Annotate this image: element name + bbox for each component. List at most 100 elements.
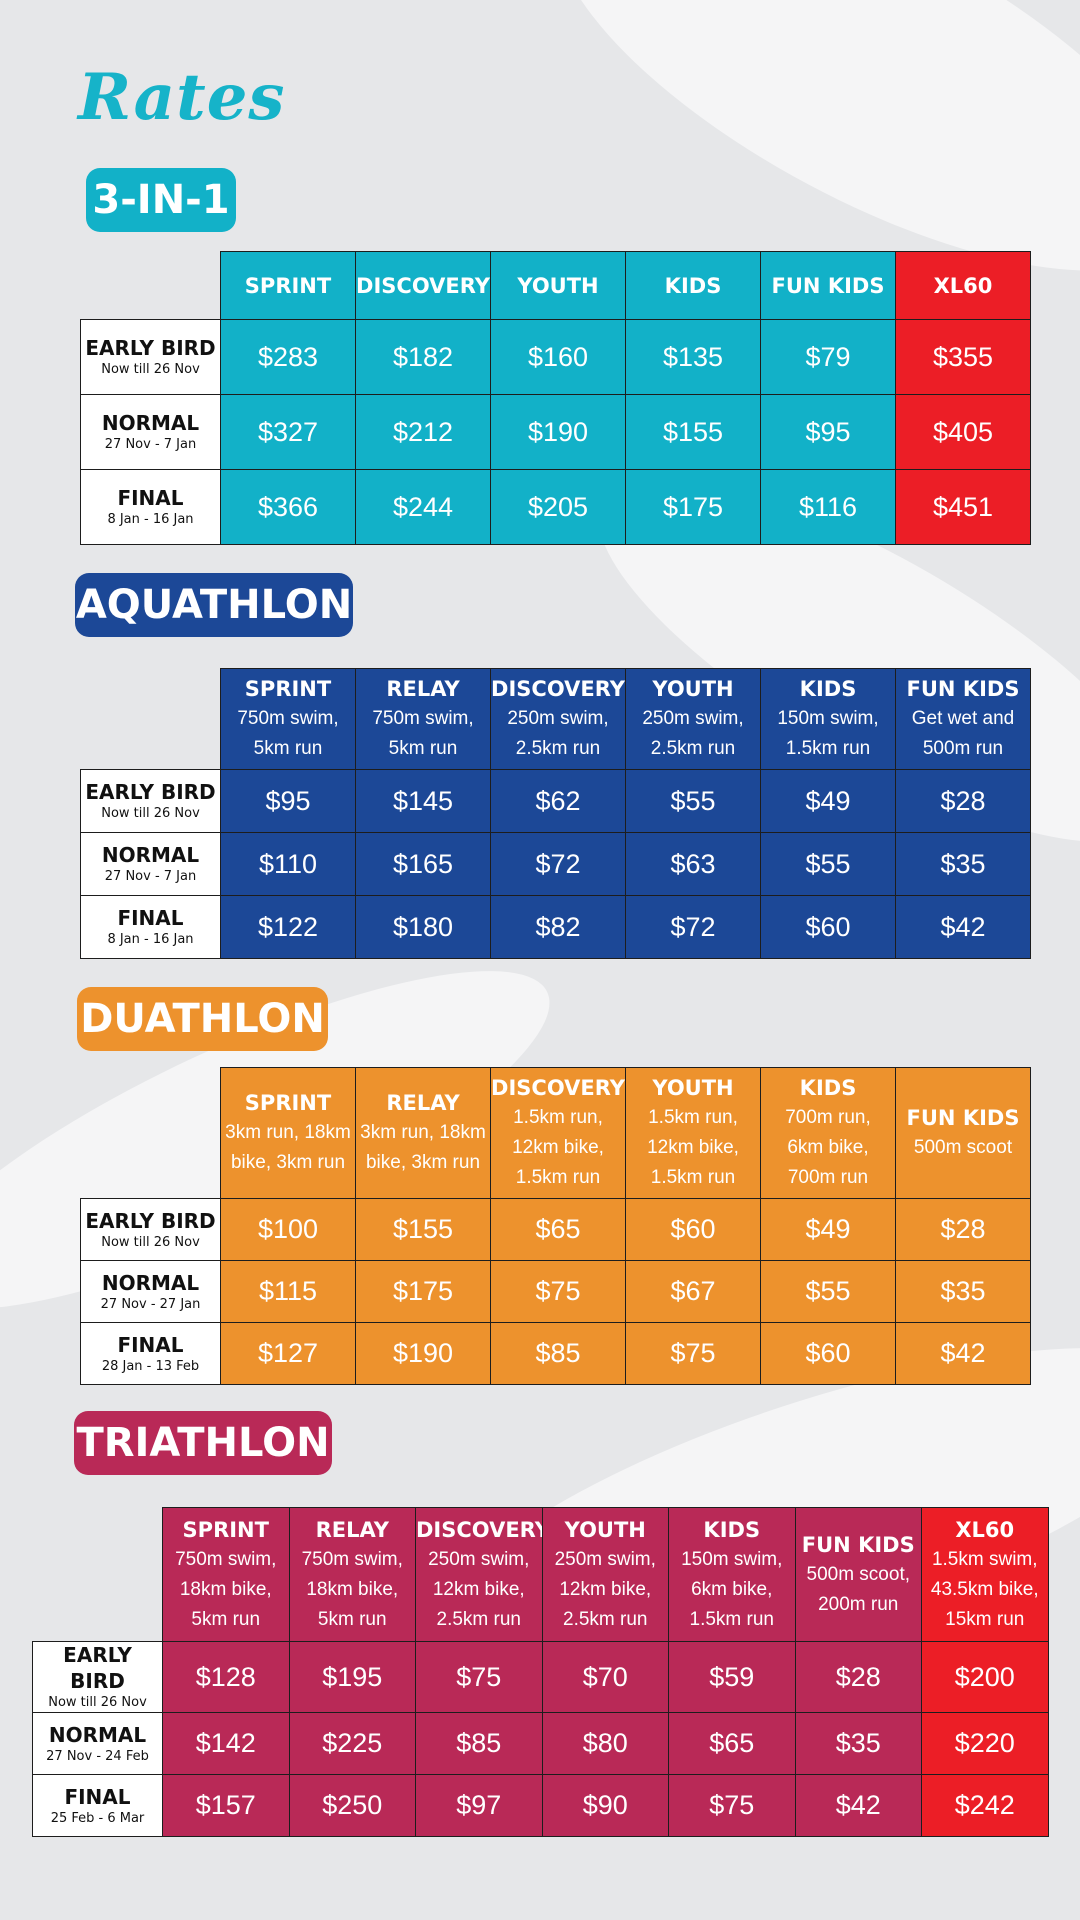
price-cell: $180	[355, 895, 491, 959]
column-distance: 750m swim, 5km run	[372, 708, 474, 759]
price-cell: $244	[355, 469, 491, 545]
price-cell: $49	[760, 1198, 896, 1261]
rate-period-dates: 25 Feb - 6 Mar	[50, 1810, 145, 1826]
column-name: DISCOVERY	[356, 273, 490, 298]
column-header-xl60: XL60 1.5km swim, 43.5km bike, 15km run	[921, 1507, 1049, 1642]
price-cell: $75	[668, 1774, 796, 1837]
price-cell: $75	[490, 1260, 626, 1323]
column-name: DISCOVERY	[491, 1076, 625, 1100]
column-distance: 500m scoot	[913, 1137, 1013, 1158]
column-name: DISCOVERY	[416, 1517, 542, 1542]
rates-table-aquathlon: SPRINT 750m swim, 5km run RELAY 750m swim, …	[80, 668, 1031, 959]
price-cell: $175	[355, 1260, 491, 1323]
column-name: YOUTH	[652, 677, 734, 701]
column-header-relay: RELAY 750m swim, 5km run	[355, 668, 491, 770]
table-header-row: SPRINT 750m swim, 18km bike, 5km run RELAY…	[33, 1507, 1049, 1642]
price-cell: $175	[625, 469, 761, 545]
header-corner-blank	[33, 1508, 163, 1642]
price-cell: $190	[490, 394, 626, 470]
price-cell: $62	[490, 769, 626, 833]
column-distance: 150m swim, 6km bike, 1.5km run	[681, 1548, 783, 1630]
price-cell: $110	[220, 832, 356, 896]
column-header-fun-kids: FUN KIDS 500m scoot	[895, 1067, 1031, 1199]
header-corner-blank	[81, 252, 221, 320]
price-cell: $63	[625, 832, 761, 896]
price-cell: $451	[895, 469, 1031, 545]
price-cell: $28	[895, 1198, 1031, 1261]
rate-period-dates: 27 Nov - 7 Jan	[104, 869, 197, 884]
price-cell: $55	[760, 832, 896, 896]
price-cell: $35	[794, 1712, 922, 1775]
column-header-youth: YOUTH	[490, 251, 626, 320]
rate-period-dates: Now till 26 Nov	[101, 806, 200, 821]
column-header-youth: YOUTH 250m swim, 2.5km run	[625, 668, 761, 770]
rate-period-name: NORMAL	[48, 1722, 147, 1747]
rate-period-name: NORMAL	[101, 1270, 200, 1295]
column-distance: 1.5km run, 12km bike, 1.5km run	[512, 1107, 604, 1188]
price-cell: $49	[760, 769, 896, 833]
column-distance: 250m swim, 2.5km run	[507, 708, 609, 759]
price-cell: $28	[794, 1641, 922, 1713]
rate-period-name: FINAL	[117, 1332, 184, 1357]
price-cell: $95	[760, 394, 896, 470]
price-cell: $42	[794, 1774, 922, 1837]
rate-period-dates: 27 Nov - 7 Jan	[104, 437, 197, 452]
column-distance: 700m run, 6km bike, 700m run	[785, 1107, 871, 1188]
price-cell: $155	[355, 1198, 491, 1261]
price-row-final: FINAL 8 Jan - 16 Jan $366 $244 $205 $175 $116 $…	[80, 469, 1031, 545]
price-cell: $135	[625, 319, 761, 395]
price-cell: $155	[625, 394, 761, 470]
column-header-kids: KIDS 700m run, 6km bike, 700m run	[760, 1067, 896, 1199]
table-header-row: SPRINT DISCOVERY YOUTH KIDS FUN KIDS XL60	[81, 251, 1031, 320]
column-header-xl60: XL60	[895, 251, 1031, 320]
column-distance: Get wet and 500m run	[911, 708, 1015, 759]
column-name: KIDS	[799, 1076, 857, 1100]
price-row-final: FINAL 28 Jan - 13 Feb $127 $190 $85 $75 $60 $42	[80, 1322, 1031, 1385]
price-cell: $97	[415, 1774, 543, 1837]
price-cell: $65	[668, 1712, 796, 1775]
rate-period-label: NORMAL 27 Nov - 27 Jan	[80, 1260, 221, 1323]
column-name: RELAY	[386, 1091, 460, 1115]
price-cell: $165	[355, 832, 491, 896]
rate-period-name: EARLY BIRD	[63, 1643, 132, 1693]
rate-period-dates: 8 Jan - 16 Jan	[107, 932, 194, 947]
section-heading-3-in-1: 3-IN-1	[86, 168, 236, 232]
price-cell: $145	[355, 769, 491, 833]
column-header-sprint: SPRINT 750m swim, 18km bike, 5km run	[162, 1507, 290, 1642]
column-distance: 250m swim, 12km bike, 2.5km run	[554, 1548, 656, 1630]
price-cell: $242	[921, 1774, 1049, 1837]
price-cell: $85	[415, 1712, 543, 1775]
price-cell: $250	[288, 1774, 416, 1837]
price-cell: $200	[921, 1641, 1049, 1713]
rate-period-label: NORMAL 27 Nov - 7 Jan	[80, 394, 221, 470]
column-header-fun-kids: FUN KIDS Get wet and 500m run	[895, 668, 1031, 770]
price-row-early-bird: EARLY BIRD Now till 26 Nov $100 $155 $65 $60 $…	[80, 1198, 1031, 1261]
column-name: YOUTH	[564, 1517, 646, 1542]
rate-period-label: NORMAL 27 Nov - 24 Feb	[32, 1712, 163, 1775]
column-header-discovery: DISCOVERY 250m swim, 12km bike, 2.5km run	[415, 1507, 543, 1642]
price-cell: $205	[490, 469, 626, 545]
rate-period-name: EARLY BIRD	[85, 336, 216, 360]
section-heading-duathlon: DUATHLON	[77, 987, 328, 1051]
column-name: SPRINT	[244, 273, 332, 298]
rate-period-label: FINAL 28 Jan - 13 Feb	[80, 1322, 221, 1385]
price-row-early-bird: EARLY BIRD Now till 26 Nov $128 $195 $75 $70 $…	[32, 1641, 1049, 1713]
rate-period-label: FINAL 8 Jan - 16 Jan	[80, 895, 221, 959]
price-cell: $79	[760, 319, 896, 395]
price-cell: $283	[220, 319, 356, 395]
column-name: FUN KIDS	[906, 1106, 1020, 1130]
price-cell: $128	[162, 1641, 290, 1713]
rate-period-name: EARLY BIRD	[85, 780, 216, 804]
price-cell: $75	[415, 1641, 543, 1713]
column-distance: 3km run, 18km bike, 3km run	[225, 1122, 351, 1173]
column-header-fun-kids: FUN KIDS 500m scoot, 200m run	[794, 1507, 922, 1642]
column-header-youth: YOUTH 1.5km run, 12km bike, 1.5km run	[625, 1067, 761, 1199]
column-distance: 750m swim, 5km run	[237, 708, 339, 759]
column-name: RELAY	[315, 1517, 389, 1542]
rate-period-dates: 28 Jan - 13 Feb	[101, 1358, 200, 1374]
price-cell: $157	[162, 1774, 290, 1837]
column-name: DISCOVERY	[491, 677, 625, 701]
price-cell: $42	[895, 1322, 1031, 1385]
price-cell: $65	[490, 1198, 626, 1261]
column-name: YOUTH	[517, 273, 599, 298]
